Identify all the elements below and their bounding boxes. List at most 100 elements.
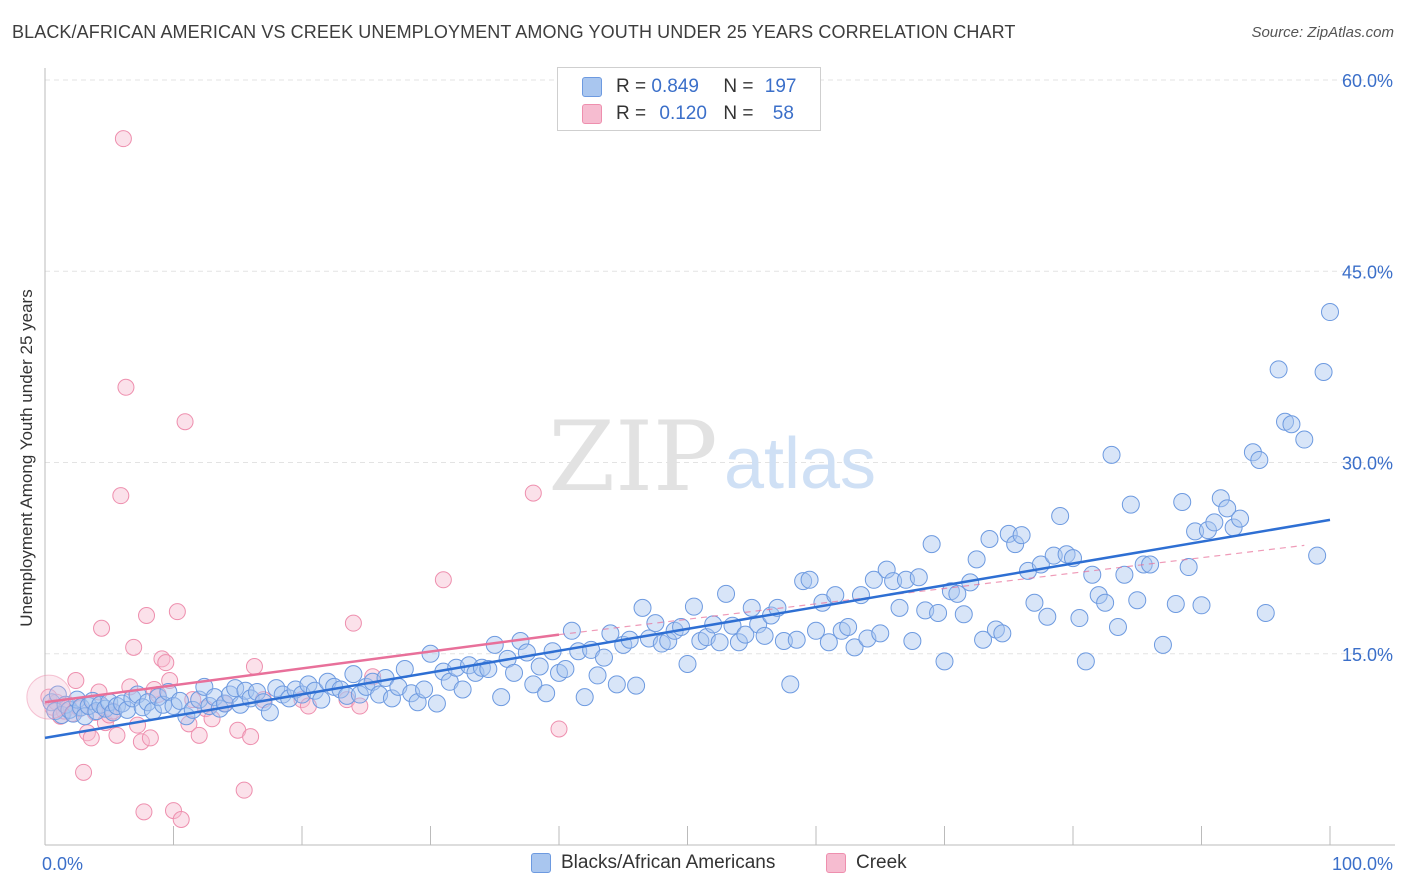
blacks-point bbox=[1308, 546, 1327, 565]
blacks-trend-line bbox=[44, 518, 1331, 740]
blacks-point bbox=[672, 617, 691, 636]
creek-point bbox=[129, 716, 147, 734]
blacks-point bbox=[267, 679, 286, 698]
blacks-point bbox=[794, 572, 813, 591]
legend-r-label: R = bbox=[616, 103, 652, 124]
blacks-point bbox=[1083, 565, 1102, 584]
blacks-point bbox=[1218, 499, 1237, 518]
legend-r-value: 0.120 bbox=[659, 103, 707, 124]
blacks-point bbox=[954, 605, 973, 624]
creek-point bbox=[434, 571, 452, 589]
blacks-point bbox=[226, 679, 245, 698]
blacks-point bbox=[1256, 603, 1275, 622]
blacks-point bbox=[1192, 596, 1211, 615]
blacks-point bbox=[453, 680, 472, 699]
blacks-point bbox=[71, 698, 90, 717]
blacks-point bbox=[800, 570, 819, 589]
bottom-legend-label: Blacks/African Americans bbox=[561, 852, 776, 873]
blacks-point bbox=[248, 683, 267, 701]
blacks-point bbox=[903, 632, 922, 650]
blacks-point bbox=[1314, 362, 1333, 381]
legend-r-value: 0.849 bbox=[651, 76, 699, 97]
blacks-point bbox=[646, 614, 665, 633]
blacks-point bbox=[755, 626, 774, 645]
legend-swatch-blue bbox=[531, 853, 551, 873]
correlation-legend: R = 0.849 N = 197 R = 0.120 N = 58 bbox=[557, 67, 821, 131]
blacks-point bbox=[890, 598, 909, 617]
watermark-atlas: atlas bbox=[724, 424, 876, 504]
blacks-point bbox=[133, 698, 152, 717]
bottom-legend-label: Creek bbox=[856, 852, 907, 873]
creek-point bbox=[132, 733, 150, 751]
blacks-point bbox=[415, 680, 434, 699]
legend-n-value: 58 bbox=[772, 103, 794, 124]
blacks-point bbox=[1173, 493, 1192, 512]
blacks-point bbox=[588, 666, 607, 685]
blacks-point bbox=[530, 657, 549, 676]
creek-point bbox=[117, 378, 135, 396]
creek-point bbox=[108, 726, 126, 744]
blacks-point bbox=[935, 652, 954, 671]
blacks-point bbox=[633, 598, 652, 617]
y-tick-label: 15.0% bbox=[1342, 645, 1393, 665]
blacks-point bbox=[1269, 360, 1288, 379]
blacks-point bbox=[781, 675, 800, 694]
blacks-point bbox=[170, 691, 189, 710]
blacks-point bbox=[1186, 522, 1205, 541]
creek-point bbox=[235, 781, 253, 799]
blacks-point bbox=[205, 688, 224, 707]
legend-n-value: 197 bbox=[764, 76, 797, 97]
creek-point bbox=[93, 619, 111, 637]
blacks-point bbox=[607, 675, 626, 694]
blacks-point bbox=[517, 643, 536, 662]
blacks-point bbox=[1153, 635, 1172, 654]
blacks-point bbox=[1198, 521, 1217, 540]
blacks-point bbox=[479, 660, 498, 679]
blacks-point bbox=[505, 663, 524, 682]
blacks-point bbox=[1211, 489, 1230, 508]
blacks-point bbox=[845, 638, 864, 657]
blacks-point bbox=[710, 633, 729, 652]
blacks-point bbox=[1051, 507, 1070, 526]
blacks-point bbox=[1250, 450, 1269, 469]
blacks-point bbox=[999, 524, 1018, 543]
blacks-point bbox=[312, 690, 331, 709]
creek-point bbox=[190, 726, 208, 744]
blacks-point bbox=[736, 625, 755, 644]
legend-swatch-pink bbox=[826, 853, 846, 873]
blacks-point bbox=[1295, 430, 1314, 449]
creek-point bbox=[184, 691, 202, 709]
creek-point-large bbox=[26, 674, 72, 720]
legend-r-label: R = bbox=[616, 76, 652, 97]
blacks-point bbox=[729, 633, 748, 652]
blacks-point bbox=[556, 660, 575, 679]
creek-point bbox=[141, 729, 159, 747]
y-axis-label: Unemployment Among Youth under 25 years bbox=[17, 289, 36, 626]
legend-row-blacks: R = 0.849 N = 197 bbox=[582, 74, 796, 100]
blacks-point bbox=[524, 675, 543, 694]
chart-title: BLACK/AFRICAN AMERICAN VS CREEK UNEMPLOY… bbox=[12, 22, 1016, 42]
creek-point bbox=[112, 487, 130, 505]
creek-point bbox=[168, 603, 186, 621]
legend-swatch-blue bbox=[582, 77, 602, 97]
bottom-legend-creek: Creek bbox=[826, 852, 907, 874]
legend-swatch-pink bbox=[582, 104, 602, 124]
blacks-point bbox=[1006, 535, 1025, 554]
blacks-point bbox=[1121, 495, 1140, 514]
blacks-point bbox=[717, 584, 736, 603]
blacks-point bbox=[594, 648, 613, 667]
blacks-point bbox=[382, 689, 401, 708]
blacks-point bbox=[575, 688, 594, 707]
blacks-point bbox=[421, 644, 440, 663]
creek-point bbox=[125, 638, 143, 656]
creek-point bbox=[176, 413, 194, 431]
blacks-point bbox=[871, 624, 890, 643]
blacks-point bbox=[350, 685, 369, 704]
blacks-point bbox=[138, 693, 157, 712]
blacks-point bbox=[1115, 565, 1134, 584]
creek-point bbox=[114, 130, 132, 148]
legend-n-label: N = bbox=[723, 103, 759, 124]
blacks-point bbox=[807, 621, 825, 640]
blacks-point bbox=[1044, 546, 1063, 565]
blacks-point bbox=[884, 572, 903, 591]
